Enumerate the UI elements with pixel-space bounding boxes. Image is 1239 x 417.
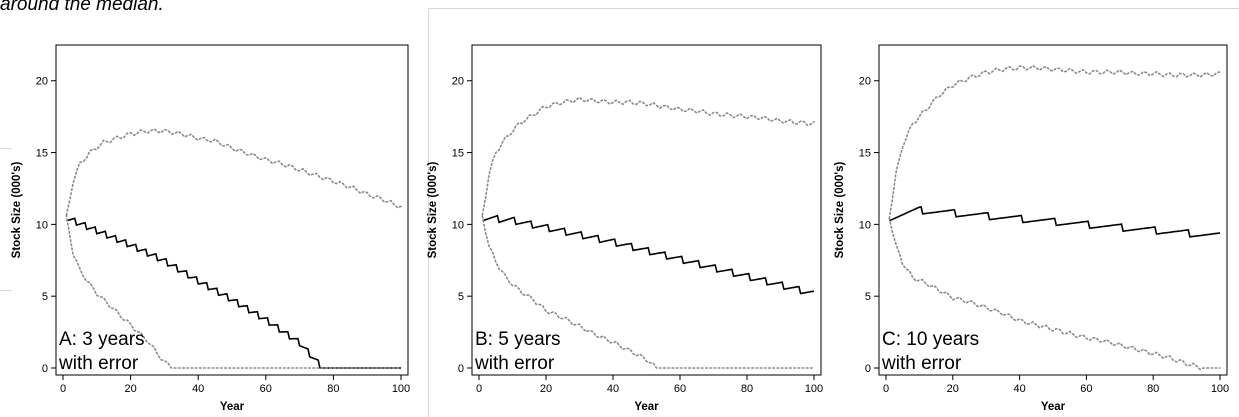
y-tick-label-c-5: 5 [865,291,871,303]
y-tick-label-c-0: 0 [865,363,871,375]
y-tick-label-a-0: 0 [42,363,48,375]
x-tick-label-b-80: 80 [741,383,753,395]
y-tick-label-b-20: 20 [452,76,464,88]
x-tick-label-b-0: 0 [476,383,482,395]
x-tick-label-b-60: 60 [674,383,686,395]
y-tick-label-c-15: 15 [859,148,871,160]
series-upper-line-c [888,64,1221,220]
panel-label-a-line-1: A: 3 years [59,329,145,350]
y-axis-title-b: Stock Size (000's) [427,161,439,258]
y-axis-title-c: Stock Size (000's) [834,161,846,258]
y-tick-label-b-15: 15 [452,148,464,160]
series-median-line-a [66,217,401,369]
x-axis-title-c: Year [1041,401,1066,413]
series-upper-line-a [65,128,402,216]
x-tick-label-c-60: 60 [1080,383,1092,395]
plot-frame-a [55,44,409,376]
y-tick-label-c-20: 20 [859,76,871,88]
panel-label-c-line-2: with error [881,353,962,374]
x-tick-label-c-20: 20 [947,383,959,395]
x-axis-title-b: Year [634,401,659,413]
y-tick-label-a-10: 10 [36,219,48,231]
plot-frame-b [471,44,822,376]
panel-label-a-line-2: with error [58,353,139,374]
x-axis-title-a: Year [220,401,245,413]
y-tick-label-b-10: 10 [452,219,464,231]
series-lower-line-c [888,217,1221,371]
panel-label-b-line-2: with error [474,353,555,374]
x-tick-label-c-0: 0 [883,383,889,395]
x-tick-label-a-20: 20 [124,383,136,395]
series-median-line-c [888,206,1221,238]
y-tick-label-a-5: 5 [42,291,48,303]
y-axis-title-a: Stock Size (000's) [11,161,23,258]
x-tick-label-a-100: 100 [392,383,410,395]
panel-c: 0 5 10 15 20 0 20 40 60 80 100 Year Stock Size (000'… [834,44,1229,413]
x-tick-label-c-80: 80 [1147,383,1159,395]
x-tick-label-b-40: 40 [607,383,619,395]
x-tick-label-c-40: 40 [1013,383,1025,395]
series-median-line-b [482,214,815,295]
plot-frame-c [878,44,1228,376]
figure-caption: around the median. [0,0,164,15]
y-tick-label-c-10: 10 [859,219,871,231]
panel-b: 0 5 10 15 20 0 20 40 60 80 100 Year Stock Size (000'… [427,44,823,413]
x-tick-label-a-80: 80 [327,383,339,395]
x-tick-label-b-100: 100 [805,383,823,395]
x-tick-label-c-100: 100 [1211,383,1229,395]
x-tick-label-b-20: 20 [540,383,552,395]
series-upper-line-b [481,96,815,216]
panel-label-c-line-1: C: 10 years [882,329,979,350]
y-tick-label-b-0: 0 [458,363,464,375]
y-tick-label-b-5: 5 [458,291,464,303]
y-tick-label-a-20: 20 [36,76,48,88]
x-tick-label-a-0: 0 [60,383,66,395]
x-tick-label-a-60: 60 [260,383,272,395]
x-tick-label-a-40: 40 [192,383,204,395]
y-tick-label-a-15: 15 [36,148,48,160]
panel-label-b-line-1: B: 5 years [475,329,561,350]
panel-a: 0 5 10 15 20 0 20 40 60 80 100 Year Stock Size (000'… [11,44,410,413]
series-lower-line-a [65,214,402,369]
